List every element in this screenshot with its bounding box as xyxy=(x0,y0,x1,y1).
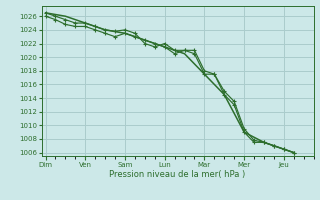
X-axis label: Pression niveau de la mer( hPa ): Pression niveau de la mer( hPa ) xyxy=(109,170,246,179)
